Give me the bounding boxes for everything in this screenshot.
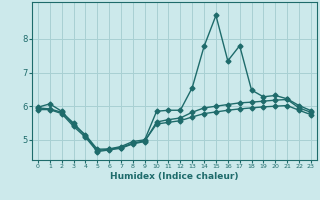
- X-axis label: Humidex (Indice chaleur): Humidex (Indice chaleur): [110, 172, 239, 181]
